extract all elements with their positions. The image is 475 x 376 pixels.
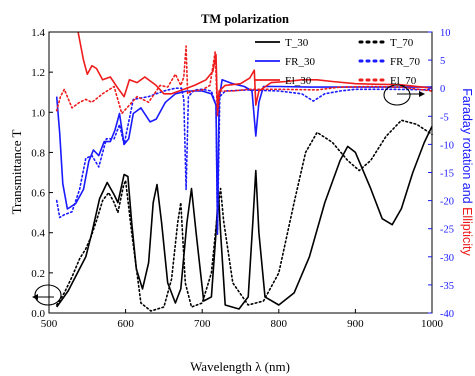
x-tick-label: 500 bbox=[41, 318, 58, 330]
legend-label-fr-30: FR_30 bbox=[285, 56, 315, 68]
legend: T_30 T_70 FR_30 FR_70 El_30 El_70 bbox=[255, 37, 420, 87]
series-line-fr-70 bbox=[55, 87, 433, 236]
y-axis-label-right: Faraday rotation and Ellipticity bbox=[460, 88, 474, 256]
series-line-fr-30 bbox=[55, 79, 432, 230]
y-axis-label-left: Transmittance T bbox=[9, 130, 24, 215]
y-tick-label-left: 0.4 bbox=[31, 228, 45, 240]
y-tick-label-left: 1.0 bbox=[31, 107, 45, 119]
chart-title: TM polarization bbox=[201, 12, 289, 26]
y-tick-label-left: 0.6 bbox=[31, 188, 45, 200]
y-tick-label-left: 1.4 bbox=[31, 27, 45, 39]
y-tick-label-right: -10 bbox=[440, 140, 454, 151]
series-line-el-30 bbox=[77, 31, 433, 112]
left-axis: 0.0 0.2 0.4 0.6 0.8 1.0 1.2 1.4 bbox=[31, 27, 53, 320]
annotation-circle-left bbox=[32, 284, 62, 306]
y-tick-label-right: 5 bbox=[440, 56, 445, 67]
y-tick-label-right: -30 bbox=[440, 253, 454, 264]
series-line-t-70 bbox=[55, 119, 433, 312]
y-axis-label-right-part1: Faraday rotation and bbox=[460, 88, 474, 207]
y-tick-label-right: 10 bbox=[440, 28, 451, 39]
x-tick-label: 600 bbox=[117, 318, 134, 330]
y-tick-label-left: 1.2 bbox=[31, 67, 45, 79]
y-tick-label-right: -5 bbox=[440, 112, 449, 123]
plot-frame bbox=[48, 31, 433, 314]
x-tick-label: 800 bbox=[271, 318, 288, 330]
right-axis: 10 5 0 -5 -10 -15 -20 -25 -30 -35 -40 bbox=[428, 28, 454, 320]
y-tick-label-right: -25 bbox=[440, 225, 454, 236]
series-line-t-30 bbox=[56, 125, 433, 310]
x-tick-label: 900 bbox=[347, 318, 364, 330]
x-tick-label: 700 bbox=[194, 318, 211, 330]
annotation-circle-right bbox=[383, 84, 425, 106]
y-axis-label-right-part2: Ellipticity bbox=[460, 207, 474, 256]
x-axis-label: Wavelength λ (nm) bbox=[190, 359, 290, 374]
y-tick-label-right: -40 bbox=[440, 309, 454, 320]
y-tick-label-right: -35 bbox=[440, 281, 454, 292]
legend-label-fr-70: FR_70 bbox=[390, 56, 420, 68]
legend-label-t-70: T_70 bbox=[390, 37, 414, 49]
legend-label-el-70: El_70 bbox=[390, 75, 417, 87]
series-line-el-70 bbox=[55, 45, 433, 118]
y-tick-label-left: 0.8 bbox=[31, 147, 45, 159]
legend-label-el-30: El_30 bbox=[285, 75, 312, 87]
bottom-axis: 500 600 700 800 900 1000 bbox=[41, 309, 444, 330]
y-tick-label-left: 0.2 bbox=[31, 268, 45, 280]
y-tick-label-right: -15 bbox=[440, 169, 454, 180]
legend-label-t-30: T_30 bbox=[285, 37, 309, 49]
x-tick-label: 1000 bbox=[421, 318, 444, 330]
y-tick-label-left: 0.0 bbox=[31, 308, 45, 320]
y-tick-label-right: -20 bbox=[440, 197, 454, 208]
y-tick-label-right: 0 bbox=[440, 84, 445, 95]
